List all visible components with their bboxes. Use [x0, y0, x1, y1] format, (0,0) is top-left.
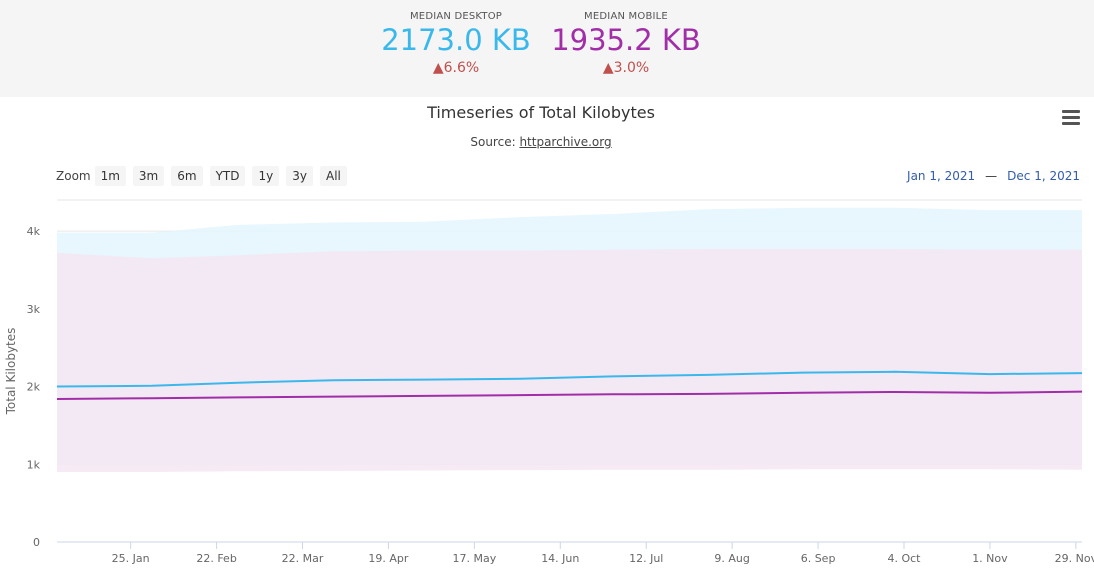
y-tick-label: 1k — [27, 458, 41, 471]
series-1-line — [56, 390, 1083, 400]
source-prefix: Source: — [470, 135, 520, 149]
zoom-button-1m[interactable]: 1m — [94, 166, 126, 186]
y-axis-title: Total Kilobytes — [4, 328, 18, 416]
range-separator: — — [985, 169, 998, 183]
median-desktop-change: ▲6.6% — [432, 60, 480, 76]
x-tick-label: 19. Apr — [368, 552, 408, 565]
y-tick-label: 3k — [27, 303, 41, 316]
zoom-button-3y[interactable]: 3y — [286, 166, 313, 186]
zoom-button-3m[interactable]: 3m — [132, 166, 165, 186]
zoom-button-ytd[interactable]: YTD — [209, 166, 246, 186]
zoom-button-6m[interactable]: 6m — [171, 166, 203, 186]
hamburger-menu-icon[interactable] — [1062, 110, 1080, 128]
x-tick-label: 12. Jul — [629, 552, 663, 565]
median-desktop-label: MEDIAN DESKTOP — [409, 11, 503, 22]
x-tick-label: 22. Mar — [282, 552, 324, 565]
zoom-selector: Zoom 1m 3m 6m YTD 1y 3y All — [56, 166, 354, 186]
x-tick-label: 4. Oct — [887, 552, 921, 565]
series-0-line — [56, 370, 1083, 388]
date-range: Jan 1, 2021 — Dec 1, 2021 — [880, 169, 1080, 183]
median-mobile-label: MEDIAN MOBILE — [584, 11, 668, 22]
zoom-button-1y[interactable]: 1y — [252, 166, 280, 186]
series-1-band — [57, 249, 1082, 472]
x-tick-label: 14. Jun — [541, 552, 579, 565]
median-desktop-metric: MEDIAN DESKTOP 2173.0 KB ▲6.6% — [376, 0, 536, 76]
median-desktop-value: 2173.0 KB — [381, 23, 531, 57]
menu-bar — [1062, 122, 1080, 125]
menu-bar — [1062, 110, 1080, 113]
y-tick-label: 4k — [27, 225, 41, 238]
zoom-label: Zoom — [56, 169, 91, 183]
x-tick-label: 1. Nov — [972, 552, 1008, 565]
summary-panel: MEDIAN DESKTOP 2173.0 KB ▲6.6% MEDIAN MO… — [0, 0, 1094, 97]
zoom-button-all[interactable]: All — [319, 166, 347, 186]
range-to[interactable]: Dec 1, 2021 — [1007, 169, 1080, 183]
x-tick-label: 17. May — [452, 552, 496, 565]
x-tick-label: 6. Sep — [801, 552, 836, 565]
chart-subtitle: Source: httparchive.org — [0, 135, 1082, 149]
median-mobile-metric: MEDIAN MOBILE 1935.2 KB ▲3.0% — [546, 0, 706, 76]
x-tick-label: 9. Aug — [714, 552, 749, 565]
source-link[interactable]: httparchive.org — [519, 135, 612, 149]
median-mobile-change: ▲3.0% — [602, 60, 650, 76]
y-tick-label: 2k — [27, 381, 41, 394]
x-tick-label: 25. Jan — [112, 552, 150, 565]
range-from[interactable]: Jan 1, 2021 — [907, 169, 976, 183]
chart-title: Timeseries of Total Kilobytes — [427, 103, 655, 122]
y-tick-label: 0 — [33, 536, 40, 549]
menu-bar — [1062, 116, 1080, 119]
x-tick-label: 22. Feb — [196, 552, 236, 565]
median-mobile-value: 1935.2 KB — [551, 23, 701, 57]
x-tick-label: 29. Nov — [1055, 552, 1094, 565]
